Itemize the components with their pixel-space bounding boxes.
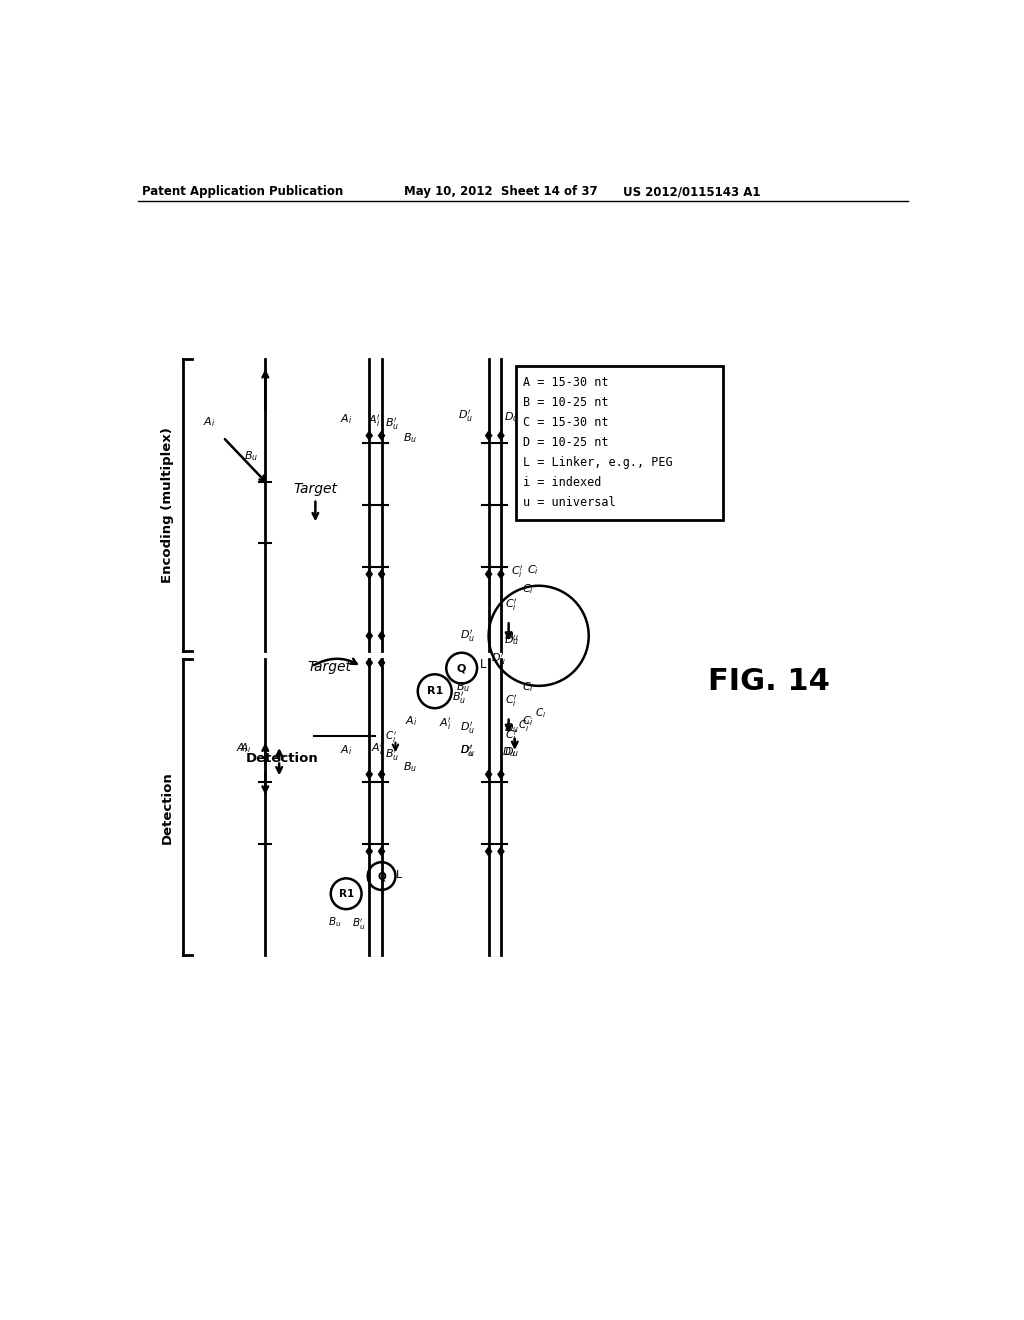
Polygon shape	[367, 432, 373, 440]
Text: Q: Q	[377, 871, 386, 880]
Text: $D_u'$: $D_u'$	[490, 651, 506, 667]
Polygon shape	[367, 631, 373, 640]
Text: $D_u'$: $D_u'$	[460, 743, 475, 759]
Text: $D_u'$: $D_u'$	[460, 721, 475, 737]
Text: $C_i$: $C_i$	[527, 562, 539, 577]
Polygon shape	[367, 570, 373, 578]
Polygon shape	[498, 432, 504, 440]
Text: Q: Q	[457, 663, 466, 673]
Text: $C_i'$: $C_i'$	[505, 597, 517, 612]
Polygon shape	[379, 432, 385, 440]
Text: $D_u$: $D_u$	[504, 628, 519, 643]
Text: $A_i$: $A_i$	[240, 742, 252, 755]
Text: $D_u'$: $D_u'$	[458, 408, 473, 424]
Polygon shape	[379, 631, 385, 640]
Circle shape	[446, 653, 477, 684]
Polygon shape	[485, 432, 492, 440]
Text: $D_u$: $D_u$	[503, 746, 517, 759]
Text: $C_i$: $C_i$	[522, 582, 535, 595]
Text: C = 15-30 nt: C = 15-30 nt	[523, 416, 608, 429]
Text: D = 10-25 nt: D = 10-25 nt	[523, 436, 608, 449]
Polygon shape	[367, 770, 373, 779]
Text: $D_u'$: $D_u'$	[460, 628, 475, 644]
Text: $C_i'$: $C_i'$	[505, 693, 517, 709]
Text: Encoding (multiplex): Encoding (multiplex)	[161, 426, 174, 583]
Text: $B_u'$: $B_u'$	[453, 689, 467, 706]
Text: Patent Application Publication: Patent Application Publication	[142, 185, 343, 198]
Circle shape	[368, 862, 395, 890]
Text: $C_i$: $C_i$	[522, 714, 535, 729]
Text: $A_i'$: $A_i'$	[368, 413, 381, 429]
Text: L = Linker, e.g., PEG: L = Linker, e.g., PEG	[523, 455, 673, 469]
Polygon shape	[485, 770, 492, 779]
Text: Target: Target	[293, 483, 337, 496]
FancyBboxPatch shape	[515, 367, 724, 520]
Text: $C_i$: $C_i$	[522, 680, 535, 693]
Polygon shape	[485, 847, 492, 855]
Polygon shape	[379, 570, 385, 578]
Text: $B_u'$: $B_u'$	[385, 747, 399, 763]
Text: R1: R1	[339, 888, 353, 899]
Text: Detection: Detection	[246, 752, 318, 766]
Text: $A_i$: $A_i$	[237, 742, 249, 755]
Text: u = universal: u = universal	[523, 496, 615, 508]
Text: $D_u'$: $D_u'$	[461, 743, 475, 759]
Text: $C_i'$: $C_i'$	[505, 727, 517, 743]
Text: L: L	[395, 870, 401, 879]
Text: $B_u$: $B_u$	[244, 449, 258, 463]
Text: $C_i$: $C_i$	[534, 372, 545, 385]
Polygon shape	[498, 770, 504, 779]
Polygon shape	[379, 659, 385, 667]
Text: L: L	[480, 657, 486, 671]
Polygon shape	[379, 847, 385, 855]
Text: US 2012/0115143 A1: US 2012/0115143 A1	[624, 185, 761, 198]
Text: $A_i$: $A_i$	[203, 416, 215, 429]
Text: $B_u$: $B_u$	[328, 915, 341, 929]
Polygon shape	[498, 847, 504, 855]
Text: $C_i'$: $C_i'$	[518, 719, 529, 734]
Text: $B_u'$: $B_u'$	[385, 416, 399, 432]
Text: Target: Target	[307, 660, 351, 673]
Text: $C_i'$: $C_i'$	[518, 389, 530, 405]
Text: $C_i$: $C_i$	[535, 706, 546, 721]
Text: $A_i'$: $A_i'$	[438, 715, 452, 731]
Text: i = indexed: i = indexed	[523, 475, 602, 488]
Text: $C_i'$: $C_i'$	[511, 564, 523, 579]
Polygon shape	[498, 570, 504, 578]
Text: $A_i$: $A_i$	[340, 743, 352, 758]
Text: $D_u$: $D_u$	[504, 746, 519, 759]
Text: $D_u$: $D_u$	[504, 411, 519, 424]
Text: $B_u'$: $B_u'$	[352, 917, 366, 932]
Text: $D_u$: $D_u$	[504, 721, 519, 735]
Text: Detection: Detection	[161, 771, 174, 843]
Text: $B_u$: $B_u$	[403, 760, 418, 775]
Text: $C_i'$: $C_i'$	[385, 730, 397, 744]
Text: B = 10-25 nt: B = 10-25 nt	[523, 396, 608, 409]
Text: $A_i$: $A_i$	[406, 714, 418, 729]
Circle shape	[418, 675, 452, 708]
Text: $A_i'$: $A_i'$	[371, 742, 384, 758]
Text: $A_i$: $A_i$	[340, 412, 352, 425]
Text: $B_u$: $B_u$	[403, 432, 418, 445]
Text: $D_u$: $D_u$	[504, 632, 519, 647]
Polygon shape	[379, 770, 385, 779]
Text: May 10, 2012  Sheet 14 of 37: May 10, 2012 Sheet 14 of 37	[403, 185, 598, 198]
Text: $B_u$: $B_u$	[457, 681, 470, 694]
Polygon shape	[367, 659, 373, 667]
Circle shape	[331, 878, 361, 909]
Text: FIG. 14: FIG. 14	[708, 668, 829, 697]
Polygon shape	[485, 570, 492, 578]
Text: R1: R1	[427, 686, 442, 696]
Polygon shape	[367, 847, 373, 855]
Text: A = 15-30 nt: A = 15-30 nt	[523, 376, 608, 388]
